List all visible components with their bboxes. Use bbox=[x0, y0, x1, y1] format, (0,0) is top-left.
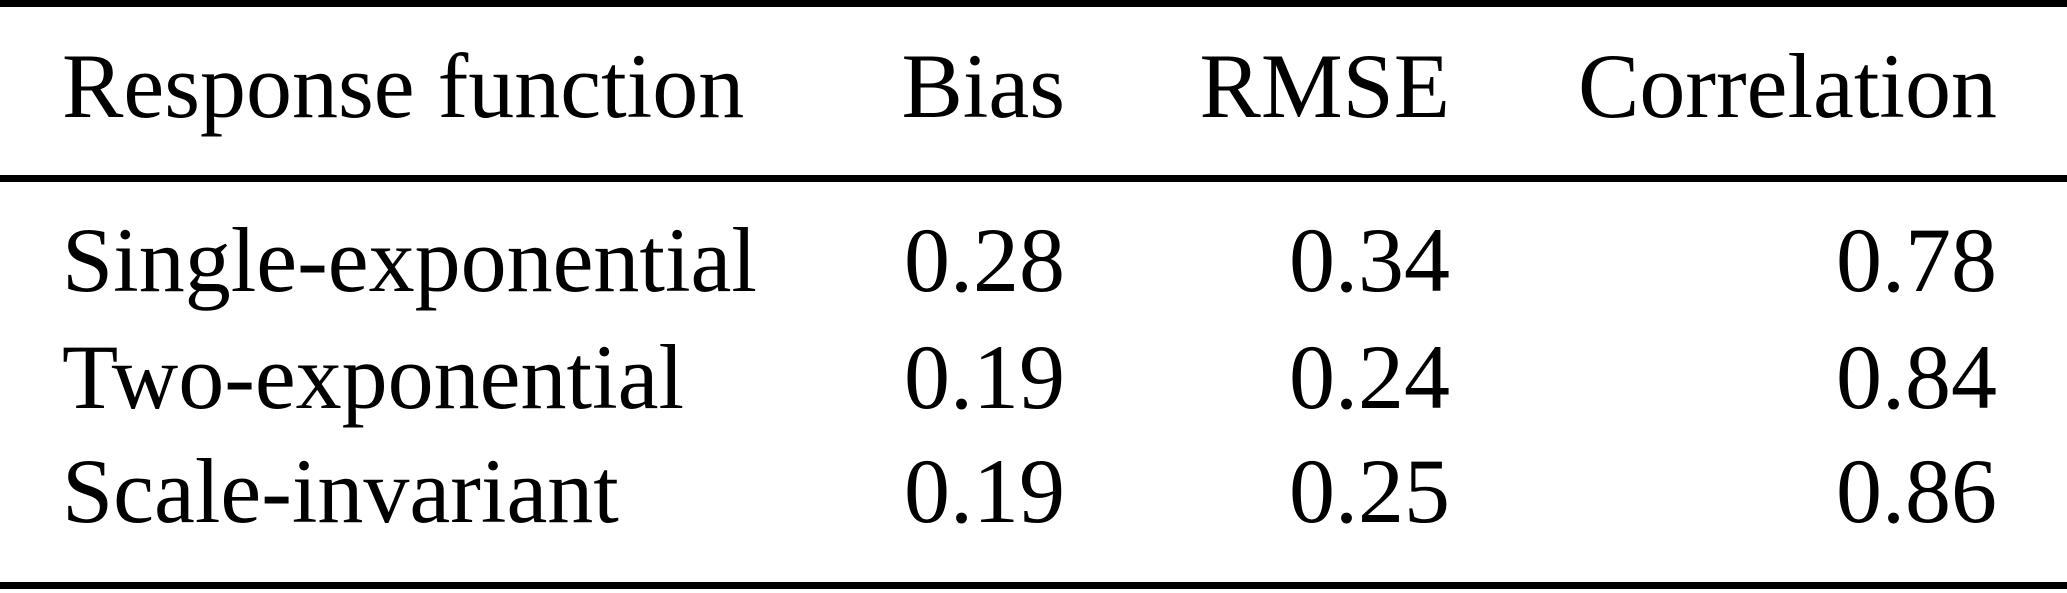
table-top-rule bbox=[0, 0, 2067, 7]
cell-rmse: 0.34 bbox=[1289, 209, 1450, 311]
table-row: Scale-invariant 0.19 0.25 0.86 bbox=[0, 436, 2067, 546]
cell-response-function: Two-exponential bbox=[62, 326, 685, 428]
cell-correlation: 0.86 bbox=[1836, 440, 1997, 542]
header-separator-rule bbox=[0, 175, 2067, 182]
table-header-row: Response function Bias RMSE Correlation bbox=[0, 31, 2067, 141]
cell-bias: 0.19 bbox=[904, 440, 1065, 542]
column-header-bias: Bias bbox=[901, 35, 1065, 137]
cell-bias: 0.19 bbox=[904, 326, 1065, 428]
table-row: Two-exponential 0.19 0.24 0.84 bbox=[0, 322, 2067, 432]
cell-response-function: Single-exponential bbox=[62, 209, 757, 311]
table-bottom-rule bbox=[0, 582, 2067, 589]
cell-bias: 0.28 bbox=[904, 209, 1065, 311]
column-header-response-function: Response function bbox=[62, 35, 745, 137]
cell-correlation: 0.78 bbox=[1836, 209, 1997, 311]
column-header-correlation: Correlation bbox=[1578, 35, 1997, 137]
cell-response-function: Scale-invariant bbox=[62, 440, 619, 542]
column-header-rmse: RMSE bbox=[1199, 35, 1450, 137]
cell-correlation: 0.84 bbox=[1836, 326, 1997, 428]
table-row: Single-exponential 0.28 0.34 0.78 bbox=[0, 205, 2067, 315]
cell-rmse: 0.24 bbox=[1289, 326, 1450, 428]
cell-rmse: 0.25 bbox=[1289, 440, 1450, 542]
